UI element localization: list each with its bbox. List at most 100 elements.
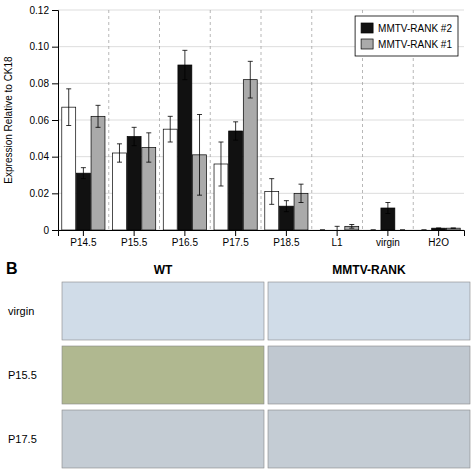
error-bar xyxy=(168,116,173,142)
image-placeholder xyxy=(62,410,264,468)
y-tick-mark xyxy=(52,120,58,121)
legend-item: MMTV-RANK #1 xyxy=(361,39,452,50)
y-tick: 0 xyxy=(43,225,58,236)
y-tick: 0.02 xyxy=(30,188,58,199)
error-cap xyxy=(182,50,187,51)
image-placeholder xyxy=(268,282,470,340)
grid xyxy=(58,10,464,230)
error-bar xyxy=(385,203,390,214)
x-tick-label: P16.5 xyxy=(172,237,199,248)
x-tick-label: P15.5 xyxy=(121,237,148,248)
y-tick-label: 0 xyxy=(43,225,49,236)
y-tick-mark xyxy=(52,10,58,11)
legend-label: MMTV-RANK #1 xyxy=(378,39,452,50)
x-axis: P14.5P15.5P16.5P17.5P18.5L1virginH2O xyxy=(59,230,465,248)
error-cap xyxy=(168,116,173,117)
error-bar xyxy=(96,105,101,127)
bars xyxy=(62,50,460,230)
bar xyxy=(178,65,192,230)
image-panel: BWTMMTV-RANKvirginP15.5P17.5 xyxy=(6,260,470,468)
y-tick: 0.06 xyxy=(30,115,58,126)
error-bar xyxy=(117,144,122,162)
error-bar xyxy=(436,228,441,229)
chart: P14.5P15.5P16.5P17.5P18.5L1virginH2O00.0… xyxy=(0,0,474,474)
error-cap xyxy=(320,230,325,231)
error-cap xyxy=(299,184,304,185)
legend-label: MMTV-RANK #2 xyxy=(378,23,452,34)
row-label: P17.5 xyxy=(8,433,37,445)
error-line xyxy=(387,203,388,214)
error-bar xyxy=(182,50,187,79)
error-cap xyxy=(269,204,274,205)
error-bar xyxy=(81,168,86,179)
error-bar xyxy=(132,127,137,145)
x-tick: P18.5 xyxy=(273,230,300,248)
y-axis-line xyxy=(52,11,59,231)
row-label: virgin xyxy=(8,305,34,317)
bar xyxy=(91,116,105,230)
y-tick-mark xyxy=(52,193,58,194)
error-cap xyxy=(168,142,173,143)
x-tick-mark xyxy=(438,230,439,236)
error-cap xyxy=(400,230,405,231)
y-tick-label: 0.04 xyxy=(30,151,50,162)
x-tick-mark xyxy=(286,230,287,236)
error-cap xyxy=(96,127,101,128)
bar xyxy=(229,131,243,230)
error-line xyxy=(119,144,120,162)
category-separators xyxy=(109,10,414,230)
x-tick-mark xyxy=(83,230,84,236)
error-cap xyxy=(182,79,187,80)
error-cap xyxy=(248,61,253,62)
x-tick-label: P14.5 xyxy=(70,237,97,248)
error-cap xyxy=(451,228,456,229)
y-tick: 0.08 xyxy=(30,78,58,89)
error-cap xyxy=(248,98,253,99)
column-header: MMTV-RANK xyxy=(332,263,406,277)
error-bar xyxy=(421,230,426,231)
error-line xyxy=(271,179,272,205)
error-bar xyxy=(269,179,274,205)
y-tick-label: 0.08 xyxy=(30,78,50,89)
error-line xyxy=(68,89,69,126)
error-cap xyxy=(400,230,405,231)
error-bar xyxy=(284,201,289,212)
x-tick-label: P17.5 xyxy=(223,237,250,248)
bar xyxy=(163,129,177,230)
error-cap xyxy=(66,88,71,89)
category-separator xyxy=(108,10,109,230)
error-bar xyxy=(248,61,253,98)
y-axis: 00.020.040.060.080.100.12 xyxy=(30,5,59,236)
category-separator xyxy=(311,10,312,230)
error-line xyxy=(351,225,352,229)
error-cap xyxy=(146,132,151,133)
image-placeholder xyxy=(62,282,264,340)
error-bar xyxy=(197,115,202,196)
x-tick-mark xyxy=(235,230,236,236)
error-bar xyxy=(218,142,223,186)
error-bar xyxy=(451,228,456,229)
x-tick: P16.5 xyxy=(172,230,199,248)
legend-swatch xyxy=(361,23,373,33)
error-cap xyxy=(132,145,137,146)
x-tick: virgin xyxy=(376,230,400,248)
bar xyxy=(446,228,460,230)
bar xyxy=(62,107,76,230)
error-line xyxy=(83,168,84,179)
error-cap xyxy=(320,230,325,231)
x-tick: P17.5 xyxy=(223,230,250,248)
y-tick: 0.04 xyxy=(30,151,58,162)
bar xyxy=(243,80,257,230)
legend: MMTV-RANK #2 MMTV-RANK #1 xyxy=(355,16,458,56)
error-cap xyxy=(436,228,441,229)
y-tick-label: 0.10 xyxy=(30,41,50,52)
x-tick-mark xyxy=(387,230,388,236)
error-cap xyxy=(421,230,426,231)
error-cap xyxy=(146,162,151,163)
bar xyxy=(76,173,90,230)
panel-label: B xyxy=(6,260,18,277)
x-tick-label: P18.5 xyxy=(273,237,300,248)
error-cap xyxy=(421,230,426,231)
error-cap xyxy=(117,143,122,144)
error-cap xyxy=(349,228,354,229)
